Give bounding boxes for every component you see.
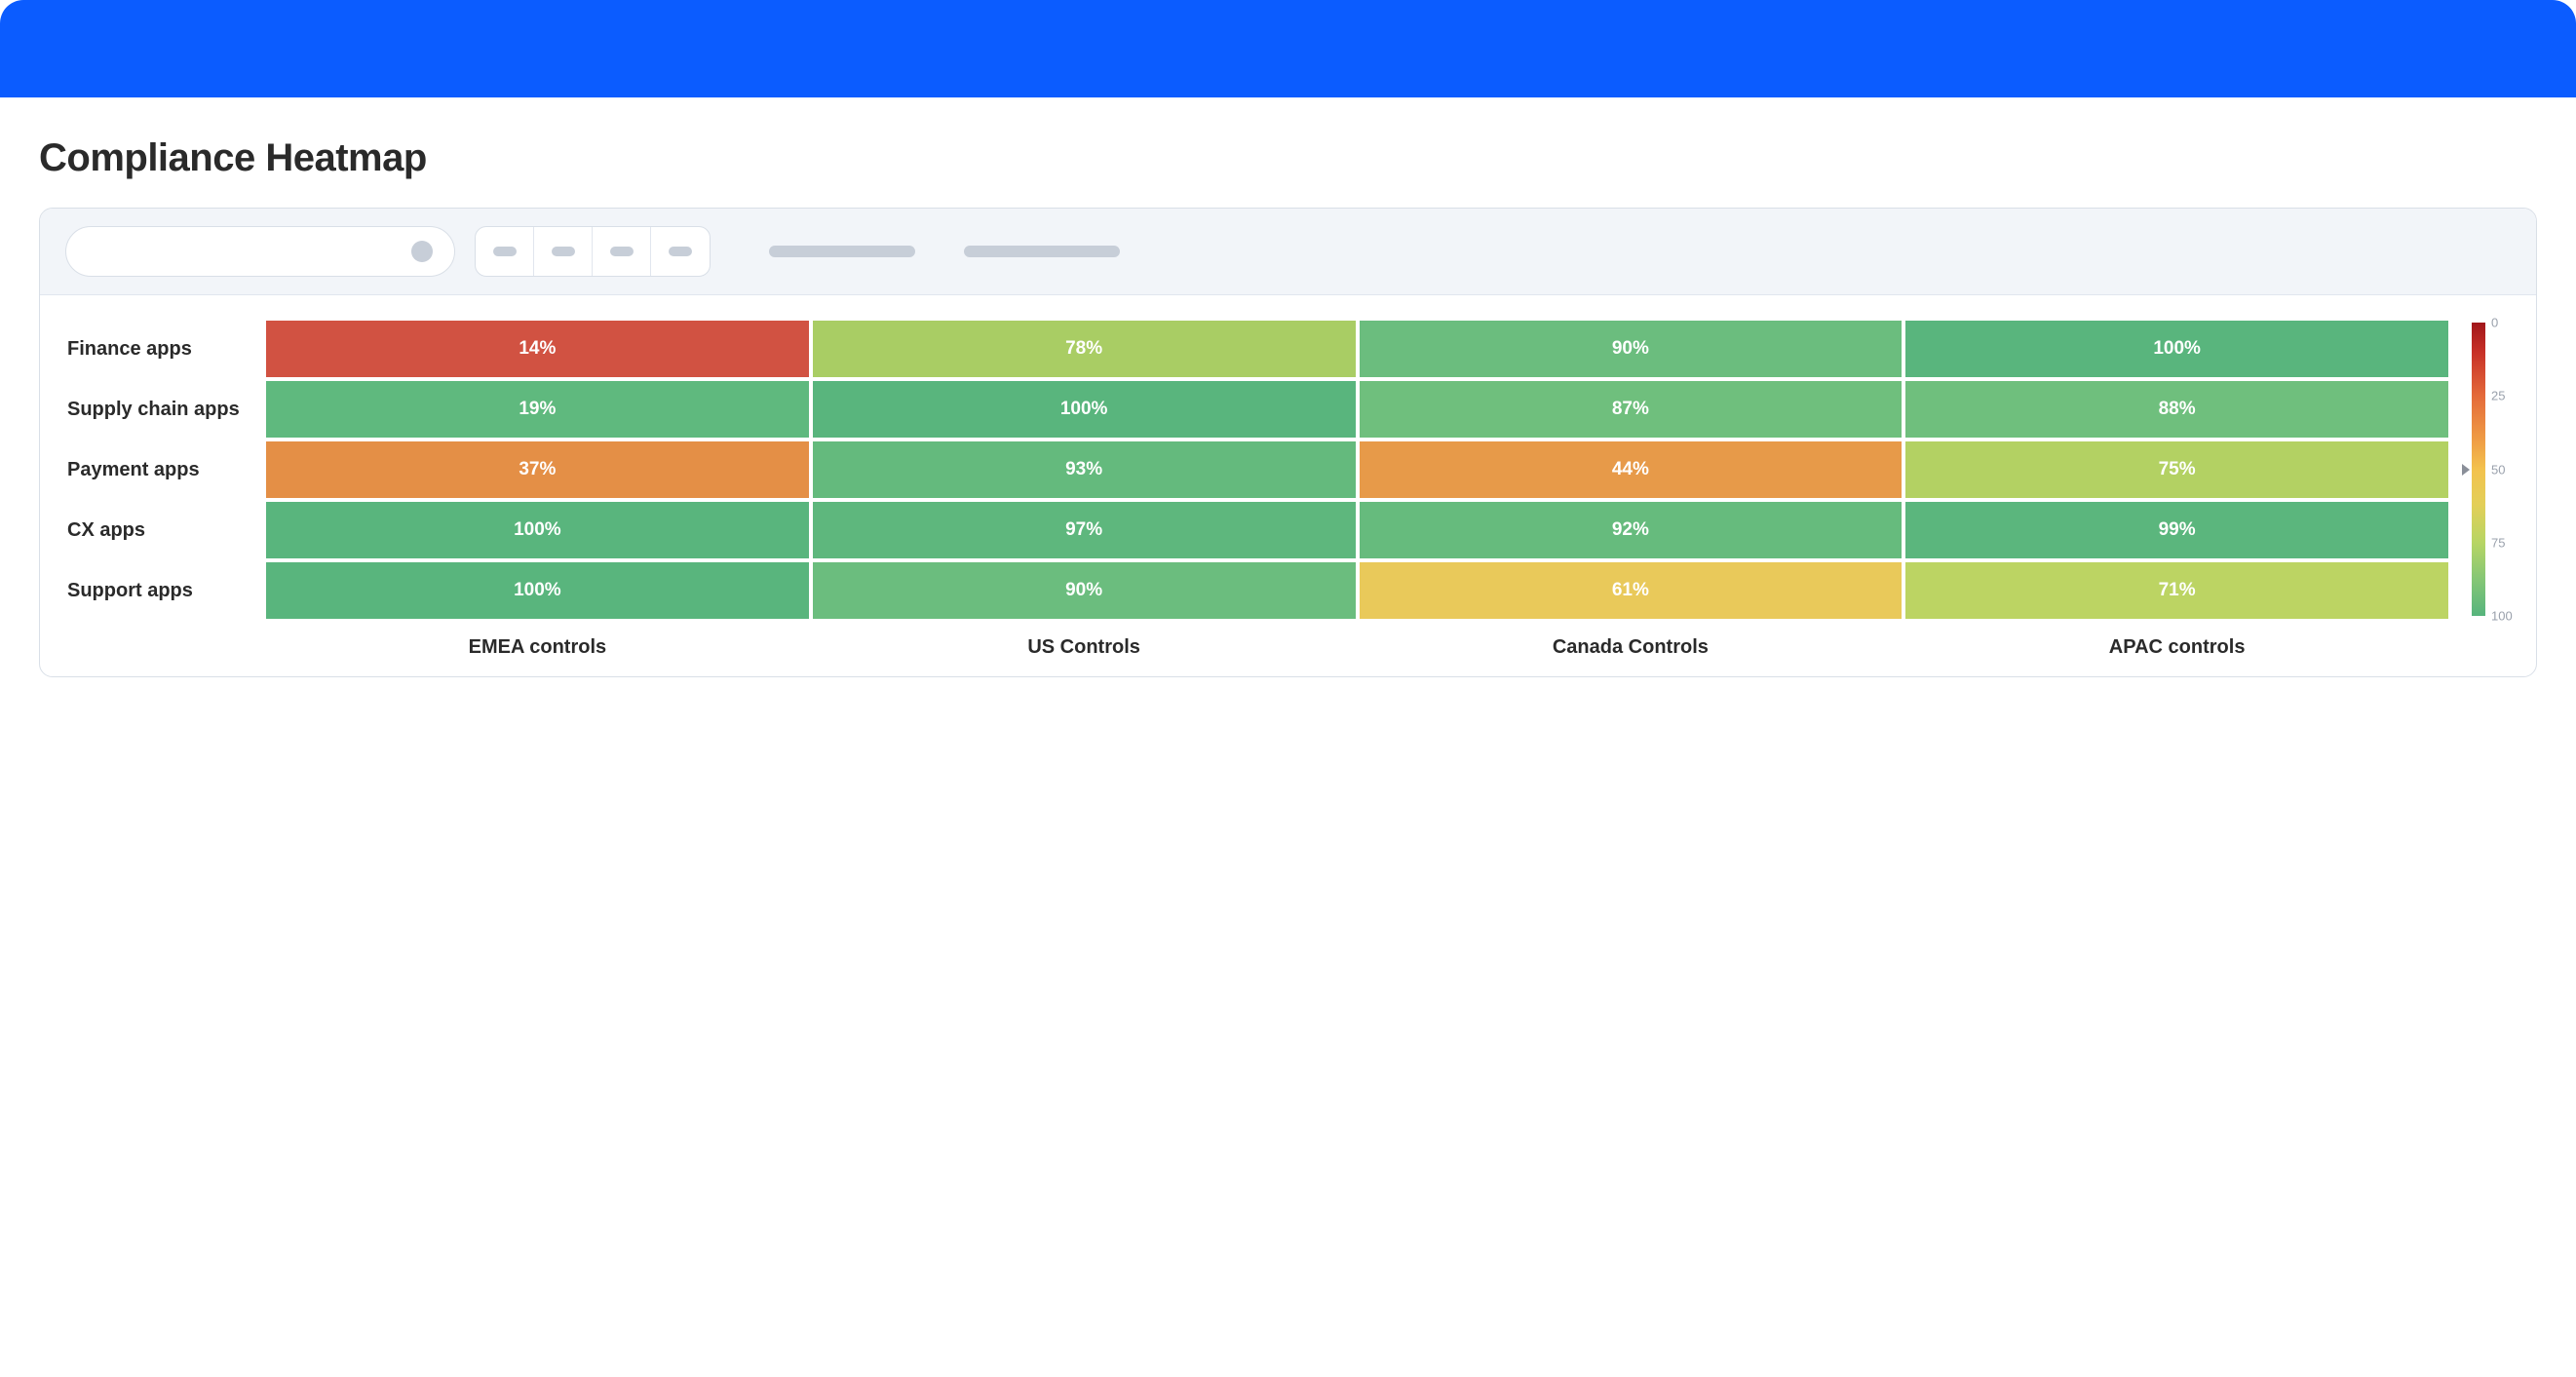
heatmap-col-label: EMEA controls bbox=[266, 623, 809, 659]
view-toggle-option[interactable] bbox=[476, 227, 534, 276]
legend-tick: 100 bbox=[2491, 609, 2513, 624]
heatmap-row-label: Payment apps bbox=[67, 441, 262, 498]
legend-tick: 25 bbox=[2491, 389, 2505, 403]
legend-tick: 50 bbox=[2491, 462, 2505, 477]
legend-gradient-bar: 0255075100 bbox=[2472, 323, 2485, 616]
view-toggle-group bbox=[475, 226, 711, 277]
heatmap-cell[interactable]: 44% bbox=[1360, 441, 1903, 498]
heatmap-cell[interactable]: 88% bbox=[1905, 381, 2448, 438]
legend-tick: 0 bbox=[2491, 316, 2498, 330]
heatmap-row-label: CX apps bbox=[67, 502, 262, 558]
heatmap-col-label: Canada Controls bbox=[1360, 623, 1903, 659]
heatmap-cell[interactable]: 19% bbox=[266, 381, 809, 438]
heatmap-body: Finance apps14%78%90%100%Supply chain ap… bbox=[40, 295, 2536, 676]
heatmap-row-label: Finance apps bbox=[67, 321, 262, 377]
heatmap-toolbar bbox=[40, 209, 2536, 295]
toolbar-skeleton bbox=[964, 246, 1120, 257]
page-title: Compliance Heatmap bbox=[39, 136, 2537, 180]
heatmap-cell[interactable]: 100% bbox=[813, 381, 1356, 438]
heatmap-corner-blank bbox=[67, 623, 262, 659]
heatmap-card: Finance apps14%78%90%100%Supply chain ap… bbox=[39, 208, 2537, 677]
heatmap-cell[interactable]: 87% bbox=[1360, 381, 1903, 438]
heatmap-cell[interactable]: 71% bbox=[1905, 562, 2448, 619]
legend-tick: 75 bbox=[2491, 535, 2505, 550]
view-toggle-option[interactable] bbox=[593, 227, 651, 276]
view-toggle-option[interactable] bbox=[534, 227, 593, 276]
heatmap-cell[interactable]: 93% bbox=[813, 441, 1356, 498]
toolbar-skeleton bbox=[769, 246, 915, 257]
legend-marker-icon bbox=[2462, 464, 2470, 476]
heatmap-cell[interactable]: 14% bbox=[266, 321, 809, 377]
heatmap-grid: Finance apps14%78%90%100%Supply chain ap… bbox=[67, 321, 2448, 659]
heatmap-cell[interactable]: 100% bbox=[266, 502, 809, 558]
content-area: Compliance Heatmap Finance apps14%78%90%… bbox=[0, 97, 2576, 707]
view-toggle-option[interactable] bbox=[651, 227, 710, 276]
page-root: Compliance Heatmap Finance apps14%78%90%… bbox=[0, 0, 2576, 707]
heatmap-cell[interactable]: 90% bbox=[813, 562, 1356, 619]
heatmap-cell[interactable]: 75% bbox=[1905, 441, 2448, 498]
heatmap-cell[interactable]: 90% bbox=[1360, 321, 1903, 377]
search-input[interactable] bbox=[65, 226, 455, 277]
heatmap-row-label: Support apps bbox=[67, 562, 262, 619]
heatmap-cell[interactable]: 97% bbox=[813, 502, 1356, 558]
heatmap-cell[interactable]: 100% bbox=[266, 562, 809, 619]
heatmap-cell[interactable]: 61% bbox=[1360, 562, 1903, 619]
search-icon bbox=[411, 241, 433, 262]
heatmap-col-label: US Controls bbox=[813, 623, 1356, 659]
heatmap-row-label: Supply chain apps bbox=[67, 381, 262, 438]
heatmap-cell[interactable]: 99% bbox=[1905, 502, 2448, 558]
heatmap-col-label: APAC controls bbox=[1905, 623, 2448, 659]
header-banner bbox=[0, 0, 2576, 97]
heatmap-cell[interactable]: 37% bbox=[266, 441, 809, 498]
heatmap-cell[interactable]: 78% bbox=[813, 321, 1356, 377]
heatmap-cell[interactable]: 92% bbox=[1360, 502, 1903, 558]
heatmap-cell[interactable]: 100% bbox=[1905, 321, 2448, 377]
heatmap-legend: 0255075100 bbox=[2470, 321, 2509, 659]
